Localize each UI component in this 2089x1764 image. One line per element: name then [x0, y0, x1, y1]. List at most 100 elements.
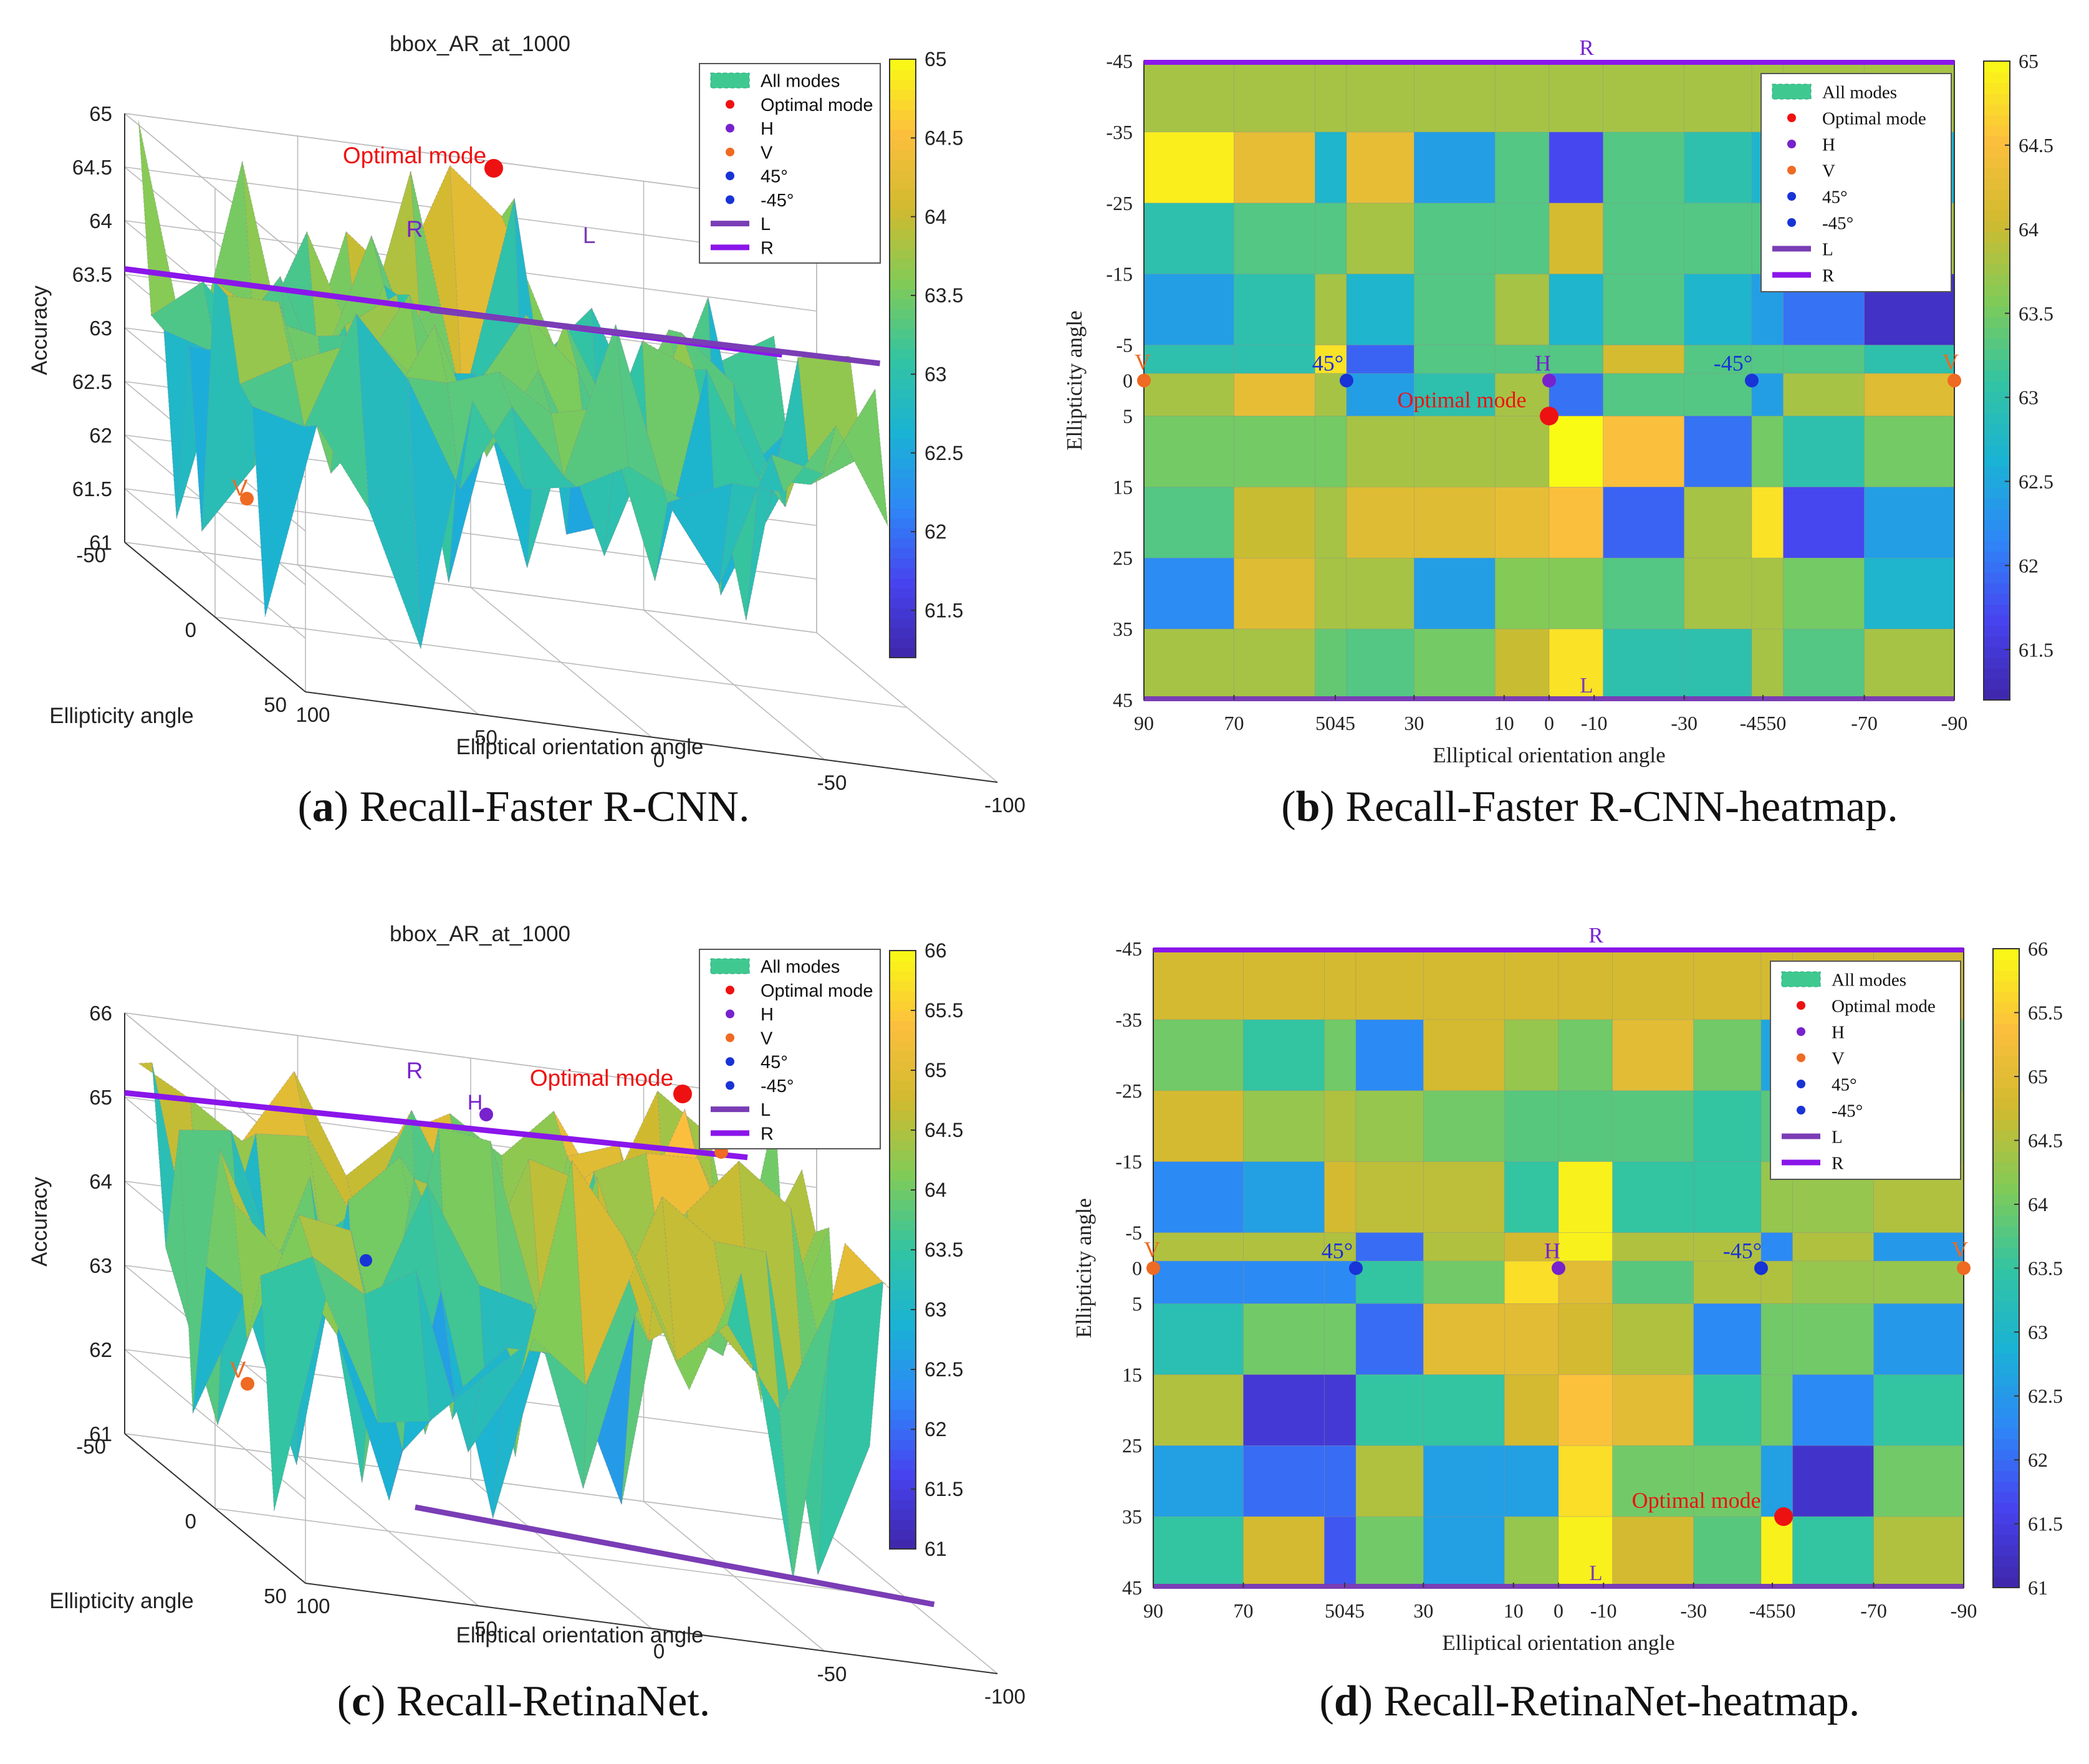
- heatmap-cell: [1324, 1232, 1357, 1262]
- legend-label: Optimal mode: [761, 981, 873, 1001]
- x-tick-label: -4550: [1740, 712, 1787, 734]
- heatmap-cell: [1234, 628, 1315, 701]
- legend-box: [1760, 73, 1952, 292]
- legend-label: All modes: [1822, 82, 1897, 102]
- heatmap-cell: [1558, 1161, 1613, 1233]
- heatmap-cell: [1355, 1232, 1424, 1262]
- colorbar-segment: [890, 398, 916, 409]
- heatmap-cell: [1684, 628, 1752, 701]
- heatmap-cell: [1693, 948, 1762, 1020]
- r-label: R: [406, 1058, 423, 1083]
- x-tick-label: -90: [1951, 1599, 1977, 1622]
- x-tick-label: 90: [1143, 1599, 1163, 1622]
- heatmap-cell: [1143, 274, 1234, 345]
- z-tick-label: 65: [89, 102, 112, 125]
- y-tick-label: 50: [264, 693, 287, 716]
- heatmap-cell: [1549, 487, 1603, 558]
- legend-label: H: [1822, 135, 1835, 155]
- colorbar-segment: [1984, 82, 2010, 94]
- z-tick-label: 63.5: [72, 263, 112, 286]
- z-tick-label: 62: [89, 1338, 112, 1361]
- heatmap-cell: [1504, 1374, 1559, 1446]
- heatmap-cell: [1414, 132, 1496, 204]
- legend-label: 45°: [1832, 1075, 1857, 1095]
- surface-patch: [192, 1265, 259, 1414]
- y-tick-label: -25: [1106, 192, 1133, 214]
- colorbar-segment: [890, 299, 916, 309]
- y-tick-label: 0: [1123, 370, 1133, 392]
- colorbar-segment: [1984, 210, 2010, 222]
- colorbar-segment: [1984, 646, 2010, 658]
- colorbar-segment: [890, 1080, 916, 1091]
- heatmap-cell: [1549, 132, 1603, 204]
- y-tick-label: -15: [1106, 263, 1133, 285]
- legend-label: All modes: [1832, 970, 1906, 990]
- legend-label: Optimal mode: [1832, 996, 1936, 1016]
- legend-label: 45°: [761, 1053, 788, 1073]
- heatmap-cell: [1315, 416, 1347, 487]
- colorbar-tick-label: 64.5: [2019, 134, 2053, 156]
- colorbar-segment: [1993, 1002, 2019, 1014]
- surface-patch: [364, 1270, 430, 1423]
- colorbar-segment: [890, 1280, 916, 1290]
- r-label: R: [1588, 923, 1603, 947]
- marker-v: [1146, 1261, 1160, 1275]
- heatmap-cell: [1792, 1516, 1874, 1588]
- colorbar-tick-label: 64.5: [924, 1119, 963, 1141]
- colorbar-segment: [890, 1389, 916, 1400]
- legend-marker-dot: [1797, 1080, 1805, 1088]
- colorbar-segment: [1993, 1182, 2019, 1194]
- colorbar-segment: [890, 1290, 916, 1300]
- heatmap-cell: [1234, 557, 1315, 630]
- panel-b: R L 90 70 5045 30 10 0 -10 -30 -4550 -70 -90 -45 -35 -2…: [1060, 0, 2089, 804]
- colorbar-segment: [1984, 252, 2010, 264]
- grid-line-floor: [124, 542, 817, 633]
- colorbar-segment: [890, 1330, 916, 1340]
- colorbar-segment: [890, 1050, 916, 1061]
- colorbar-segment: [890, 219, 916, 229]
- colorbar-tick-label: 66: [924, 939, 947, 962]
- heatmap-cell: [1423, 1445, 1505, 1517]
- heatmap-cell: [1423, 1260, 1505, 1304]
- colorbar-segment: [890, 1040, 916, 1051]
- colorbar-segment: [890, 438, 916, 449]
- heatmap-cell: [1603, 373, 1684, 416]
- colorbar-segment: [1993, 1449, 2019, 1460]
- colorbar-segment: [1993, 1087, 2019, 1099]
- v-label: V: [231, 1357, 246, 1383]
- legend-label: L: [761, 1100, 771, 1120]
- colorbar-segment: [890, 1300, 916, 1310]
- surface-patch: [355, 313, 421, 650]
- colorbar-segment: [890, 1090, 916, 1101]
- marker-opt: [1774, 1507, 1794, 1527]
- chart-title: bbox_AR_at_1000: [390, 922, 570, 946]
- heatmap-cell: [1864, 557, 1955, 630]
- y-tick-label: -15: [1115, 1151, 1142, 1173]
- heatmap-cell: [1684, 416, 1752, 487]
- heatmap-cell: [1414, 557, 1496, 630]
- colorbar-segment: [1984, 625, 2010, 637]
- x-tick-label: 100: [295, 1594, 330, 1618]
- colorbar-segment: [890, 1479, 916, 1490]
- heatmap-cell: [1243, 1090, 1325, 1162]
- colorbar-segment: [890, 990, 916, 1001]
- colorbar-tick-label: 63.5: [924, 1239, 963, 1261]
- heatmap-cell: [1612, 1516, 1694, 1588]
- colorbar-segment: [1984, 103, 2010, 115]
- colorbar-segment: [890, 548, 916, 558]
- surface-patch: [459, 400, 525, 490]
- heatmap-cell: [1612, 1232, 1694, 1262]
- colorbar-tick-label: 63.5: [924, 284, 963, 307]
- heatmap-cell: [1315, 203, 1347, 274]
- colorbar-segment: [1984, 274, 2010, 285]
- heatmap-cell: [1684, 60, 1752, 133]
- y-tick-label: -45: [1106, 50, 1133, 72]
- heatmap-cell: [1495, 274, 1550, 345]
- colorbar-segment: [890, 388, 916, 399]
- legend-label: H: [761, 119, 774, 139]
- surface-patch: [615, 324, 681, 504]
- colorbar-tick-label: 62.5: [924, 442, 963, 464]
- legend-label: -45°: [1822, 213, 1853, 233]
- heatmap-cell: [1558, 1019, 1613, 1091]
- legend-marker-dot: [1787, 218, 1796, 227]
